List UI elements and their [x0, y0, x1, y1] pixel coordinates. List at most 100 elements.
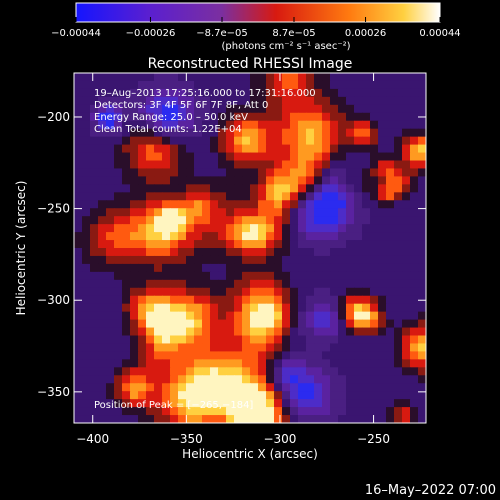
heatmap-cell — [298, 80, 307, 90]
heatmap-cell — [418, 120, 426, 130]
heatmap-cell — [346, 287, 355, 297]
heatmap-cell — [106, 407, 115, 416]
heatmap-cell — [138, 152, 147, 162]
heatmap-cell — [90, 168, 99, 177]
heatmap-cell — [410, 192, 419, 201]
heatmap-cell — [138, 279, 147, 289]
heatmap-cell — [146, 168, 155, 177]
heatmap-cell — [138, 176, 147, 185]
heatmap-cell — [178, 351, 187, 360]
heatmap-cell — [386, 152, 395, 162]
heatmap-cell — [274, 351, 283, 360]
heatmap-cell — [338, 216, 347, 225]
heatmap-cell — [138, 327, 147, 337]
heatmap-cell — [362, 120, 371, 130]
heatmap-cell — [314, 73, 323, 82]
heatmap-cell — [258, 184, 267, 193]
heatmap-cell — [354, 240, 363, 249]
heatmap-cell — [122, 319, 131, 329]
heatmap-cell — [370, 176, 379, 185]
heatmap-cell — [330, 383, 339, 392]
heatmap-cell — [226, 399, 235, 408]
heatmap-cell — [362, 168, 371, 177]
heatmap-cell — [106, 144, 115, 154]
heatmap-cell — [410, 327, 419, 337]
heatmap-cell — [114, 375, 123, 384]
heatmap-cell — [98, 407, 107, 416]
heatmap-cell — [138, 263, 147, 273]
heatmap-cell — [282, 415, 291, 423]
heatmap-cell — [346, 216, 355, 225]
heatmap-cell — [314, 120, 323, 130]
heatmap-cell — [298, 303, 307, 313]
heatmap-cell — [154, 144, 163, 154]
heatmap-cell — [346, 399, 355, 408]
heatmap-cell — [306, 303, 315, 313]
heatmap-cell — [242, 104, 251, 114]
heatmap-cell — [306, 224, 315, 233]
heatmap-cell — [122, 144, 131, 154]
heatmap-cell — [314, 200, 323, 209]
heatmap-cell — [106, 351, 115, 360]
heatmap-cell — [250, 303, 259, 313]
heatmap-cell — [290, 415, 299, 423]
heatmap-cell — [386, 415, 395, 423]
heatmap-cell — [146, 104, 155, 114]
heatmap-cell — [274, 295, 283, 305]
heatmap-cell — [202, 359, 211, 368]
heatmap-cell — [330, 200, 339, 209]
heatmap-cell — [114, 327, 123, 337]
heatmap-cell — [378, 327, 387, 337]
heatmap-cell — [90, 351, 99, 360]
heatmap-cell — [90, 311, 99, 321]
heatmap-cell — [402, 152, 411, 162]
heatmap-cell — [290, 359, 299, 368]
heatmap-cell — [234, 375, 243, 384]
heatmap-cell — [418, 128, 426, 138]
heatmap-cell — [298, 224, 307, 233]
heatmap-cell — [274, 168, 283, 177]
heatmap-cell — [402, 327, 411, 337]
heatmap-cell — [186, 192, 195, 201]
heatmap-cell — [202, 248, 211, 257]
heatmap-cell — [138, 351, 147, 360]
heatmap-cell — [106, 255, 115, 265]
heatmap-cell — [282, 73, 291, 82]
heatmap-cell — [106, 224, 115, 233]
heatmap-cell — [274, 104, 283, 114]
heatmap-cell — [370, 415, 379, 423]
heatmap-cell — [378, 271, 387, 281]
heatmap-cell — [298, 343, 307, 352]
heatmap-cell — [386, 367, 395, 376]
heatmap-cell — [138, 391, 147, 400]
heatmap-cell — [322, 311, 331, 321]
heatmap-cell — [394, 216, 403, 225]
heatmap-cell — [82, 73, 91, 82]
heatmap-cell — [194, 168, 203, 177]
heatmap-cell — [266, 112, 275, 122]
heatmap-cell — [194, 176, 203, 185]
heatmap-cell — [138, 311, 147, 321]
heatmap-cell — [290, 279, 299, 289]
heatmap-cell — [162, 168, 171, 177]
heatmap-cell — [330, 343, 339, 352]
heatmap-cell — [74, 128, 83, 138]
heatmap-cell — [226, 144, 235, 154]
heatmap-cell — [418, 240, 426, 249]
heatmap-cell — [258, 128, 267, 138]
heatmap-cell — [378, 295, 387, 305]
heatmap-cell — [386, 104, 395, 114]
heatmap-cell — [202, 200, 211, 209]
heatmap-cell — [314, 335, 323, 345]
heatmap-cell — [122, 96, 131, 106]
heatmap-cell — [298, 367, 307, 376]
heatmap-cell — [378, 224, 387, 233]
heatmap-cell — [178, 255, 187, 265]
heatmap-cell — [138, 255, 147, 265]
heatmap-cell — [130, 96, 139, 106]
heatmap-cell — [402, 295, 411, 305]
heatmap-cell — [162, 303, 171, 313]
heatmap-cell — [138, 359, 147, 368]
heatmap-cell — [394, 335, 403, 345]
heatmap-cell — [170, 319, 179, 329]
